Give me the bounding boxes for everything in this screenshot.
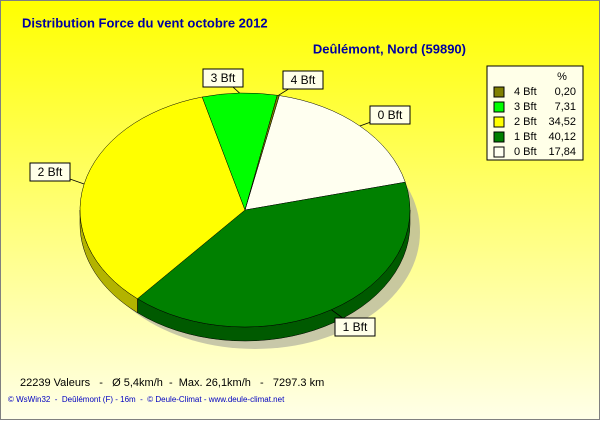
slice-label: 3 Bft — [211, 71, 236, 85]
legend-header: % — [557, 71, 567, 83]
label-box — [282, 70, 324, 90]
credits: © WsWin32 - Deûlémont (F) - 16m - © Deul… — [8, 395, 285, 404]
slice-label: 2 Bft — [38, 165, 63, 179]
legend-label: 1 Bft — [514, 131, 537, 143]
footer: 22239 Valeurs - Ø 5,4km/h - Max. 26,1km/… — [20, 377, 324, 389]
legend-swatch — [493, 101, 505, 113]
slice-label: 0 Bft — [378, 108, 403, 122]
legend-value: 40,12 — [548, 131, 576, 143]
pie — [79, 92, 411, 342]
slice — [244, 95, 406, 211]
chart-subtitle: Deûlémont, Nord (59890) — [313, 41, 466, 56]
legend-label: 4 Bft — [514, 86, 537, 98]
legend-label: 2 Bft — [514, 116, 537, 128]
slice-label: 1 Bft — [343, 320, 368, 334]
legend-value: 34,52 — [548, 116, 576, 128]
slice — [137, 181, 411, 328]
label-box — [202, 68, 244, 88]
label-box — [334, 317, 376, 337]
slice-labels: 0 Bft 1 Bft 2 Bft 3 Bft 4 Bft — [29, 68, 411, 337]
slice-label: 4 Bft — [291, 73, 316, 87]
legend-box — [486, 65, 584, 161]
legend-swatch — [493, 146, 505, 158]
chart-title: Distribution Force du vent octobre 2012 — [22, 15, 268, 30]
legend-label: 3 Bft — [514, 101, 537, 113]
legend-label: 0 Bft — [514, 146, 537, 158]
legend: 4 Bft 0,20 3 Bft 7,31 2 Bft 34,52 1 Bft 40,12 0 … — [493, 86, 576, 158]
label-box — [369, 105, 411, 125]
legend-swatch — [493, 131, 505, 143]
legend-swatch — [493, 86, 505, 98]
slice — [244, 94, 280, 211]
label-box — [29, 162, 71, 182]
legend-value: 17,84 — [548, 146, 576, 158]
legend-value: 7,31 — [555, 101, 576, 113]
legend-value: 0,20 — [555, 86, 576, 98]
legend-swatch — [493, 116, 505, 128]
